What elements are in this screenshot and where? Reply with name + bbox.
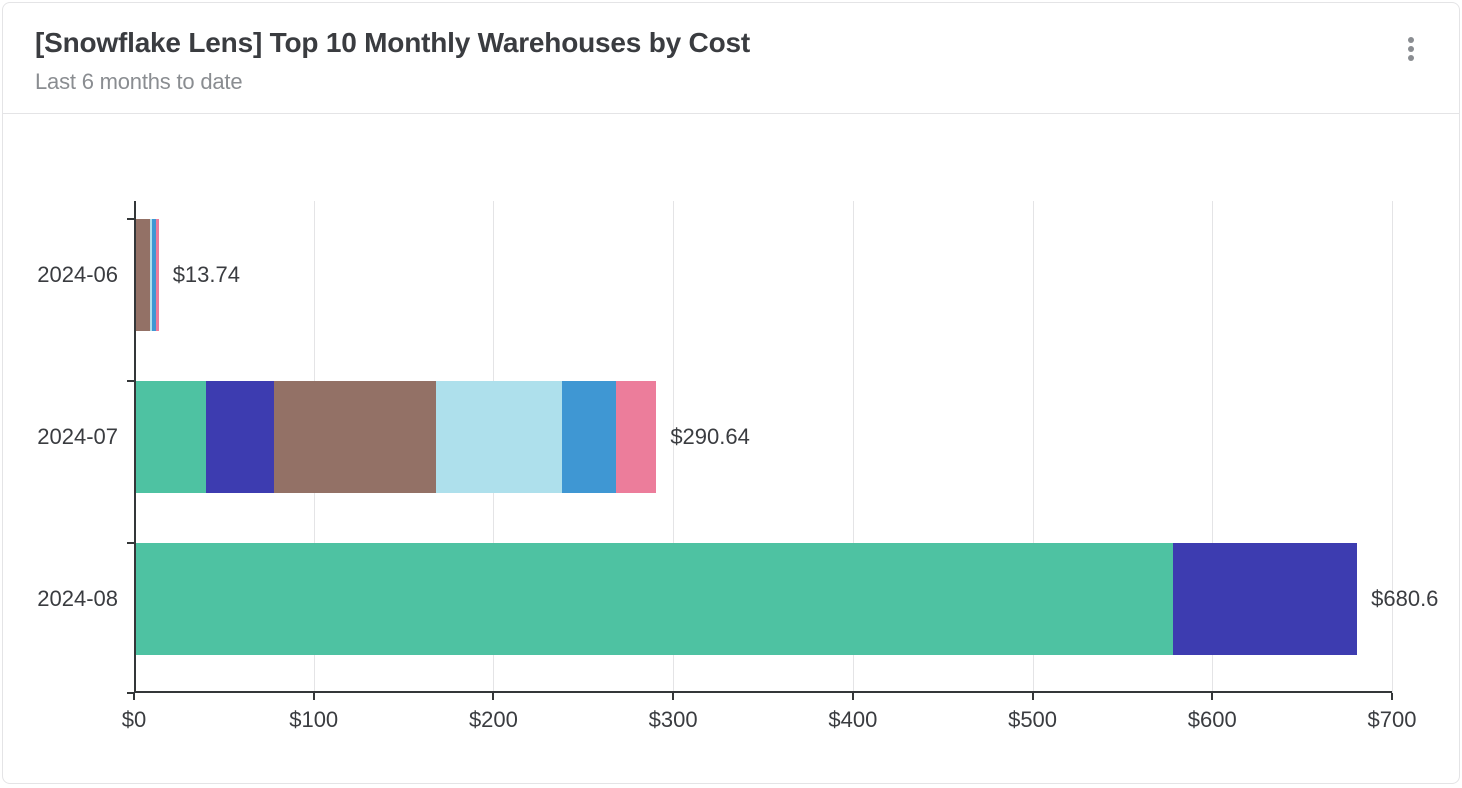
bar-row: [134, 381, 1392, 493]
x-axis-tick-label: $0: [122, 707, 146, 733]
chart-plot: $13.742024-06$290.642024-07$680.62024-08…: [134, 201, 1392, 693]
card-title: [Snowflake Lens] Top 10 Monthly Warehous…: [35, 27, 1427, 59]
bar-total-label: $680.6: [1371, 586, 1438, 612]
x-axis-tick: [1211, 693, 1213, 700]
more-options-button[interactable]: [1391, 29, 1431, 69]
bar-segment: [274, 381, 436, 493]
bar-segment: [134, 219, 150, 331]
bar-total-label: $290.64: [670, 424, 750, 450]
x-axis-tick: [1032, 693, 1034, 700]
x-axis-tick-label: $200: [469, 707, 518, 733]
x-axis-tick: [1391, 693, 1393, 700]
chart-card: [Snowflake Lens] Top 10 Monthly Warehous…: [2, 2, 1460, 784]
x-axis-tick: [133, 693, 135, 700]
bar-segment: [616, 381, 657, 493]
bar-segment: [156, 219, 159, 331]
bar-segment: [206, 381, 274, 493]
bar-segment: [134, 543, 1173, 655]
x-axis-tick: [672, 693, 674, 700]
x-axis-tick: [313, 693, 315, 700]
bar-segment: [134, 381, 206, 493]
card-header: [Snowflake Lens] Top 10 Monthly Warehous…: [3, 3, 1459, 114]
x-axis-tick-label: $600: [1188, 707, 1237, 733]
x-axis-tick: [852, 693, 854, 700]
bar-row: [134, 219, 1392, 331]
x-axis-tick: [492, 693, 494, 700]
y-axis-tick: [127, 380, 134, 382]
x-axis-tick-label: $400: [828, 707, 877, 733]
gridline: [1392, 201, 1393, 693]
x-axis-tick-label: $700: [1368, 707, 1417, 733]
y-axis-tick: [127, 542, 134, 544]
bar-segment: [436, 381, 562, 493]
bar-row: [134, 543, 1392, 655]
x-axis-tick-label: $100: [289, 707, 338, 733]
y-axis-category-label: 2024-08: [37, 586, 118, 612]
bar-segment: [1173, 543, 1357, 655]
vertical-dots-icon: [1408, 37, 1414, 61]
x-axis-tick-label: $300: [649, 707, 698, 733]
x-axis: [134, 691, 1392, 693]
bar-segment: [562, 381, 616, 493]
chart-area: $13.74 2024-06 $290.64 2024-07 $680.6 2024-08…: [3, 179, 1459, 783]
bar-total-label: $13.74: [173, 262, 240, 288]
x-axis-tick-label: $500: [1008, 707, 1057, 733]
y-axis-tick: [127, 218, 134, 220]
y-axis-category-label: 2024-07: [37, 424, 118, 450]
y-axis: [134, 201, 136, 693]
y-axis-category-label: 2024-06: [37, 262, 118, 288]
card-subtitle: Last 6 months to date: [35, 69, 1427, 95]
